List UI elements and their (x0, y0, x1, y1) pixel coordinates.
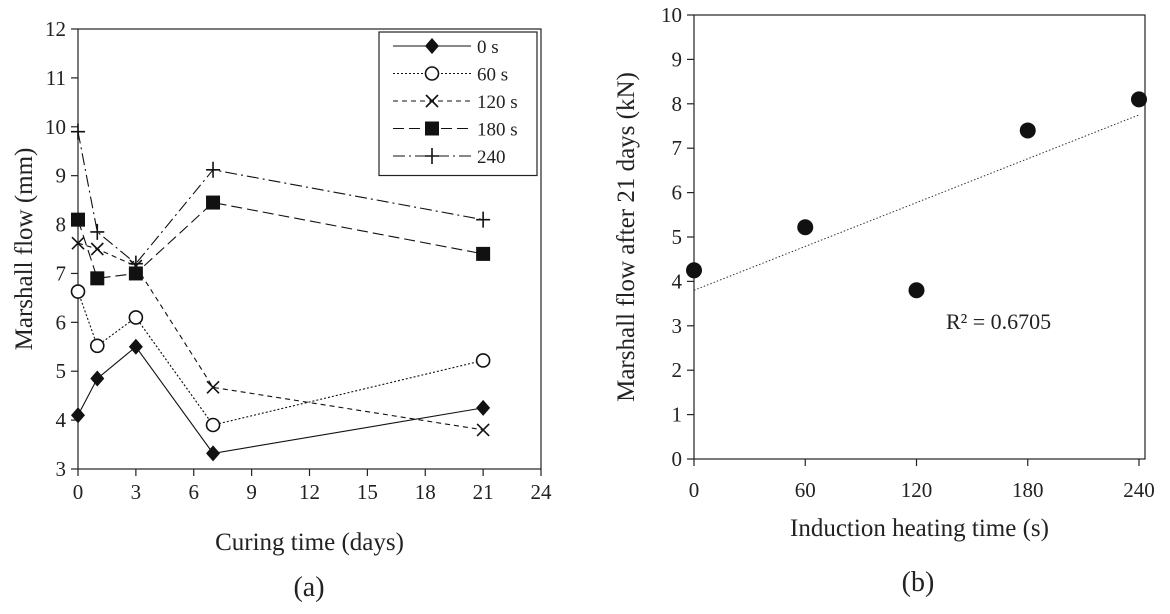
x-tick-label: 0 (73, 480, 84, 504)
y-tick-label: 4 (56, 408, 67, 432)
y-tick-label: 10 (45, 115, 66, 139)
x-tick-label: 180 (1012, 478, 1044, 502)
y-tick-label: 6 (672, 181, 683, 205)
data-point-0 (686, 262, 702, 279)
y-tick-label: 7 (672, 136, 683, 160)
legend-marker-0 (425, 38, 439, 54)
data-point-s0-4 (476, 399, 491, 416)
x-tick-label: 18 (415, 480, 436, 504)
r-squared-annotation: R² = 0.6705 (946, 309, 1051, 334)
data-point-s1-2 (128, 310, 144, 325)
data-point-4 (1131, 91, 1147, 108)
data-point-s2-3 (206, 380, 220, 394)
data-point-s4-3 (206, 161, 221, 178)
data-point-s3-4 (476, 246, 491, 261)
x-tick-label: 3 (131, 480, 142, 504)
legend-label-1: 60 s (477, 65, 508, 86)
data-point-s3-1 (90, 271, 105, 286)
series-line-0 (77, 345, 484, 454)
x-tick-label: 0 (689, 478, 700, 502)
x-axis-label: Induction heating time (s) (790, 515, 1049, 542)
y-tick-label: 2 (672, 358, 683, 382)
y-tick-label: 5 (56, 359, 67, 383)
data-point-s2-0 (71, 236, 85, 250)
trendline (693, 114, 1140, 291)
y-tick-label: 12 (45, 17, 66, 41)
y-tick-label: 4 (672, 269, 683, 293)
data-point-s4-4 (476, 211, 491, 228)
y-tick-label: 8 (672, 92, 683, 116)
data-point-s0-2 (128, 338, 143, 355)
series-line-4 (77, 131, 484, 265)
legend-marker-3 (425, 121, 439, 136)
y-tick-label: 9 (56, 164, 67, 188)
data-point-2 (908, 282, 925, 299)
y-tick-label: 7 (56, 261, 67, 285)
x-tick-label: 9 (246, 480, 257, 504)
data-point-s3-2 (128, 266, 143, 281)
data-point-s0-0 (71, 407, 85, 424)
y-tick-label: 0 (672, 447, 683, 471)
data-point-3 (1019, 122, 1036, 139)
data-point-s2-1 (90, 242, 104, 256)
data-point-s4-0 (71, 123, 85, 140)
data-point-s2-4 (476, 423, 490, 437)
x-tick-label: 24 (531, 480, 553, 504)
x-tick-label: 6 (189, 480, 200, 504)
panel-label-a: (a) (293, 572, 324, 603)
data-point-1 (797, 219, 814, 236)
x-tick-label: 240 (1123, 478, 1155, 502)
y-tick-label: 5 (672, 225, 683, 249)
data-point-s1-1 (89, 338, 105, 354)
x-tick-label: 60 (795, 478, 816, 502)
panel-b-chart: 0 1 2 3 4 5 6 7 8 9 10 0 60 120 180 240 Induction heatin… (613, 3, 1155, 542)
panel-label-b: (b) (902, 567, 935, 598)
y-tick-label: 8 (56, 213, 67, 237)
y-tick-label: 3 (56, 457, 67, 481)
data-point-s1-4 (475, 353, 491, 368)
legend-marker-2 (425, 94, 439, 108)
y-axis-label: Marshall flow (mm) (11, 148, 38, 351)
y-tick-label: 6 (56, 310, 67, 334)
legend-label-3: 180 s (477, 120, 518, 141)
x-tick-label: 120 (901, 478, 933, 502)
x-tick-label: 21 (473, 480, 494, 504)
y-axis-label: Marshall flow after 21 days (kN) (613, 72, 640, 402)
legend-label-2: 120 s (477, 92, 518, 113)
data-point-s0-1 (90, 370, 105, 387)
x-tick-label: 12 (299, 480, 320, 504)
y-tick-label: 10 (661, 3, 682, 27)
data-point-s3-3 (206, 195, 221, 210)
data-point-s4-2 (128, 255, 143, 272)
x-tick-label: 15 (357, 480, 378, 504)
plot-area-frame (693, 14, 1146, 460)
data-point-s1-0 (70, 284, 86, 299)
series-line-2 (77, 242, 484, 431)
data-point-s3-0 (71, 212, 85, 227)
y-tick-label: 11 (46, 66, 66, 90)
legend-marker-1 (424, 66, 440, 81)
data-point-s1-3 (205, 417, 221, 433)
x-axis-label: Curing time (days) (215, 529, 404, 556)
data-point-s4-1 (90, 223, 105, 240)
data-point-s0-3 (206, 445, 221, 462)
legend-label-4: 240 (477, 147, 506, 168)
legend-marker-4 (425, 148, 439, 164)
y-tick-label: 9 (672, 47, 683, 71)
legend-label-0: 0 s (477, 37, 499, 58)
legend-box (378, 31, 538, 177)
y-tick-label: 1 (672, 403, 683, 427)
y-tick-label: 3 (672, 314, 683, 338)
